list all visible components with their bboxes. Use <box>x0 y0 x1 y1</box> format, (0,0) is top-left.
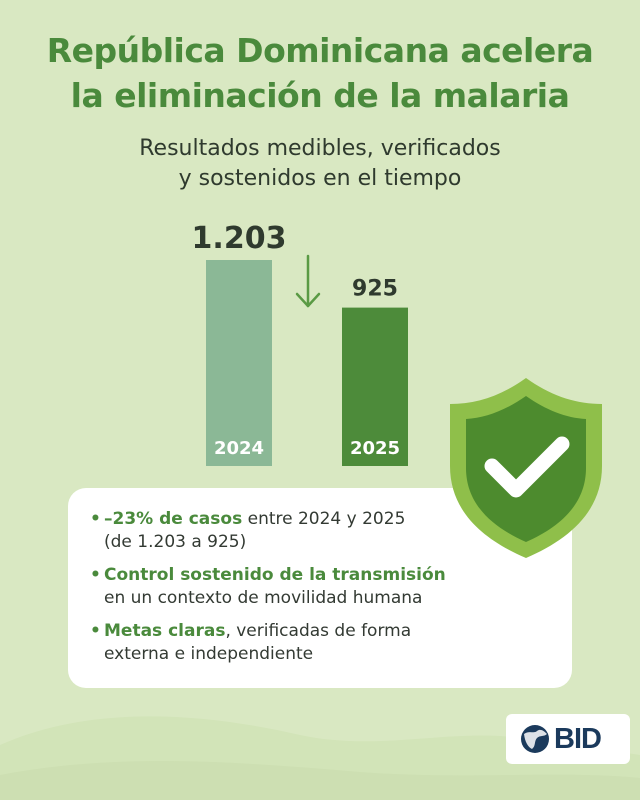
bullet-highlight: –23% de casos <box>104 509 243 529</box>
page-title: República Dominicana acelera la eliminac… <box>10 28 630 118</box>
bid-logo: BID <box>506 714 630 764</box>
bullet-line-2: en un contexto de movilidad humana <box>104 588 423 608</box>
bullet-highlight: Metas claras <box>104 621 226 641</box>
bullet-text: , verificadas de forma <box>225 621 412 641</box>
bullet-text: entre 2024 y 2025 <box>242 509 406 529</box>
page-subtitle: Resultados medibles, verificados y soste… <box>40 134 600 194</box>
list-item: • Control sostenido de la transmisión en… <box>90 564 572 610</box>
bullet-line-2: (de 1.203 a 925) <box>104 532 247 552</box>
globe-icon <box>521 725 549 753</box>
bullet-highlight: Control sostenido de la transmisión <box>104 565 446 585</box>
shield-check-icon <box>450 378 602 558</box>
data-label-2024: 1.203 <box>192 221 287 256</box>
bullet-marker: • <box>90 621 101 641</box>
list-item: • Metas claras, verificadas de forma ext… <box>90 620 572 666</box>
trend-arrow-head <box>295 292 321 308</box>
bar-2024 <box>206 260 272 466</box>
bullet-marker: • <box>90 509 101 529</box>
bar-2025 <box>342 307 408 466</box>
subtitle-line-1: Resultados medibles, verificados <box>139 136 501 161</box>
category-label-2024: 2024 <box>214 438 264 459</box>
logo-text: BID <box>554 723 602 755</box>
title-line-2: la eliminación de la malaria <box>70 76 570 115</box>
bullet-marker: • <box>90 565 101 585</box>
list-item: • –23% de casos entre 2024 y 2025 (de 1.… <box>90 508 572 554</box>
bullet-line-2: externa e independiente <box>104 644 314 664</box>
subtitle-line-2: y sostenidos en el tiempo <box>178 166 462 191</box>
data-label-2025: 925 <box>352 277 398 302</box>
title-line-1: República Dominicana acelera <box>46 31 594 70</box>
category-label-2025: 2025 <box>350 438 400 459</box>
